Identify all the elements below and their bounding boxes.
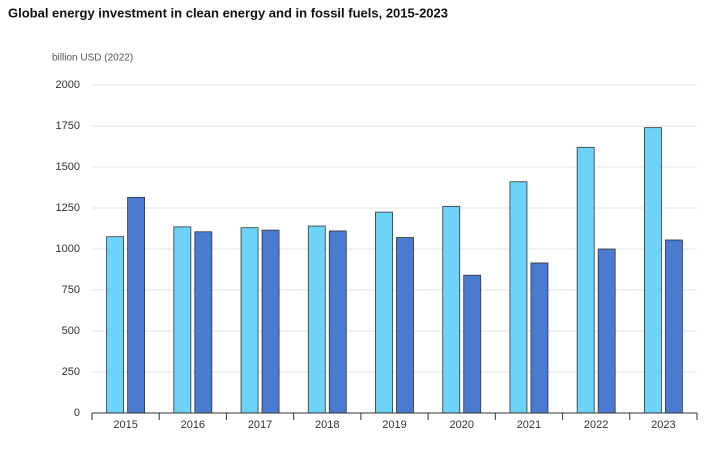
chart-title: Global energy investment in clean energy… [8, 5, 448, 20]
x-tick-label: 2017 [248, 419, 272, 431]
bar [173, 226, 192, 414]
bar [463, 274, 482, 414]
x-tick-label: 2018 [315, 419, 339, 431]
y-tick-label: 750 [62, 284, 80, 296]
bar [106, 236, 125, 414]
y-tick-label: 1000 [56, 243, 80, 255]
x-tick-label: 2019 [382, 419, 406, 431]
bar [442, 205, 461, 414]
bar [328, 230, 347, 414]
x-tick-label: 2021 [517, 419, 541, 431]
bar [375, 211, 393, 414]
bar [643, 127, 662, 414]
y-tick-label: 0 [74, 407, 80, 419]
y-tick-label: 1750 [56, 120, 80, 132]
x-tick-label: 2020 [449, 419, 473, 431]
bar [576, 146, 595, 414]
y-tick-label: 1500 [56, 161, 80, 173]
x-tick-label: 2015 [113, 419, 137, 431]
bar [664, 239, 683, 414]
bar [509, 181, 528, 414]
y-tick-label: 250 [62, 366, 80, 378]
bar [194, 231, 213, 414]
y-tick-label: 1250 [56, 202, 80, 214]
bar [530, 262, 549, 414]
bar [307, 225, 326, 414]
bar [597, 248, 616, 414]
x-tick-label: 2016 [181, 419, 205, 431]
y-axis-unit: billion USD (2022) [52, 53, 133, 64]
y-tick-label: 2000 [56, 79, 80, 91]
bar [240, 227, 259, 414]
bar [261, 229, 280, 414]
x-tick-label: 2022 [584, 419, 608, 431]
x-tick-label: 2023 [651, 419, 675, 431]
bar [127, 196, 146, 414]
bar [396, 237, 414, 414]
y-tick-label: 500 [62, 325, 80, 337]
